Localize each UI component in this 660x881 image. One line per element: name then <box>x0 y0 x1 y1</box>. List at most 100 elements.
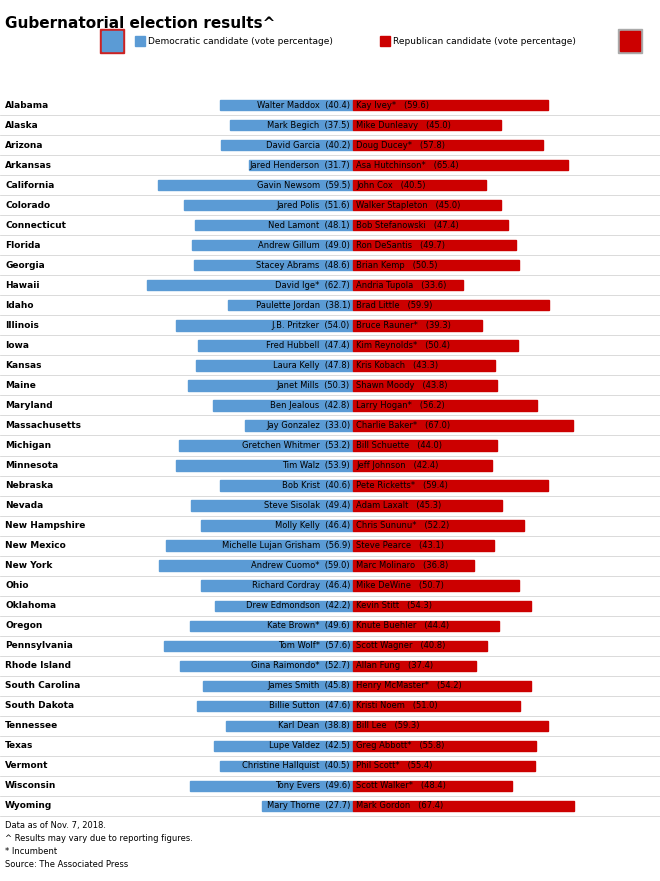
Bar <box>213 400 353 411</box>
Bar <box>353 460 492 470</box>
Text: * Incumbent: * Incumbent <box>5 847 57 856</box>
Text: Maryland: Maryland <box>5 401 53 410</box>
Bar <box>176 460 353 470</box>
Text: Adam Laxalt   (45.3): Adam Laxalt (45.3) <box>356 501 442 510</box>
Bar <box>214 601 353 611</box>
Text: Paulette Jordan  (38.1): Paulette Jordan (38.1) <box>255 300 350 310</box>
Text: Arizona: Arizona <box>5 141 44 150</box>
Bar <box>620 31 640 51</box>
Text: Janet Mills  (50.3): Janet Mills (50.3) <box>277 381 350 390</box>
Text: Mike DeWine   (50.7): Mike DeWine (50.7) <box>356 581 444 590</box>
Text: Kay Ivey*   (59.6): Kay Ivey* (59.6) <box>356 100 429 109</box>
Text: Phil Scott*   (55.4): Phil Scott* (55.4) <box>356 761 432 770</box>
Bar <box>228 300 353 310</box>
Bar <box>220 100 353 110</box>
Text: Doug Ducey*   (57.8): Doug Ducey* (57.8) <box>356 141 445 150</box>
Text: Tom Wolf*  (57.6): Tom Wolf* (57.6) <box>278 641 350 650</box>
Text: Henry McMaster*   (54.2): Henry McMaster* (54.2) <box>356 681 462 691</box>
Text: Michelle Lujan Grisham  (56.9): Michelle Lujan Grisham (56.9) <box>222 541 350 550</box>
Bar <box>353 400 537 411</box>
Text: New Mexico: New Mexico <box>5 541 66 550</box>
Bar <box>191 500 353 511</box>
Bar <box>353 200 500 211</box>
Bar <box>245 420 353 431</box>
Bar <box>190 620 353 631</box>
Bar <box>353 240 516 250</box>
Text: Alaska: Alaska <box>5 121 39 130</box>
Text: Nebraska: Nebraska <box>5 481 53 490</box>
Text: Knute Buehler   (44.4): Knute Buehler (44.4) <box>356 621 449 630</box>
Bar <box>353 620 499 631</box>
Text: Brad Little   (59.9): Brad Little (59.9) <box>356 300 432 310</box>
Bar <box>221 140 353 151</box>
Text: Minnesota: Minnesota <box>5 461 58 470</box>
Text: Alabama: Alabama <box>5 100 50 109</box>
Bar <box>195 220 353 231</box>
Text: Oklahoma: Oklahoma <box>5 601 56 611</box>
Bar <box>164 640 353 651</box>
Bar <box>193 260 353 270</box>
Bar <box>201 581 353 591</box>
Text: Gavin Newsom  (59.5): Gavin Newsom (59.5) <box>257 181 350 189</box>
Text: Democratic candidate (vote percentage): Democratic candidate (vote percentage) <box>148 36 333 46</box>
Bar <box>353 661 476 671</box>
Text: Data as of Nov. 7, 2018.: Data as of Nov. 7, 2018. <box>5 821 106 830</box>
Text: Massachusetts: Massachusetts <box>5 421 81 430</box>
Bar <box>353 500 502 511</box>
Text: Bruce Rauner*   (39.3): Bruce Rauner* (39.3) <box>356 321 451 329</box>
Text: Ron DeSantis   (49.7): Ron DeSantis (49.7) <box>356 241 445 249</box>
Bar <box>203 681 353 691</box>
Text: Kristi Noem   (51.0): Kristi Noem (51.0) <box>356 701 438 710</box>
Bar <box>353 140 543 151</box>
Bar <box>226 721 353 731</box>
Bar <box>353 640 487 651</box>
Text: Maine: Maine <box>5 381 36 390</box>
Text: New York: New York <box>5 561 52 570</box>
Bar <box>353 540 494 551</box>
Text: Jared Henderson  (31.7): Jared Henderson (31.7) <box>249 160 350 170</box>
Text: Allan Fung   (37.4): Allan Fung (37.4) <box>356 662 433 670</box>
Text: Kevin Stitt   (54.3): Kevin Stitt (54.3) <box>356 601 432 611</box>
Text: Georgia: Georgia <box>5 261 45 270</box>
Bar <box>353 801 574 811</box>
Text: Pennsylvania: Pennsylvania <box>5 641 73 650</box>
Text: Billie Sutton  (47.6): Billie Sutton (47.6) <box>269 701 350 710</box>
Bar <box>353 180 486 190</box>
Bar <box>353 420 573 431</box>
Text: Connecticut: Connecticut <box>5 220 66 230</box>
Text: Pete Ricketts*   (59.4): Pete Ricketts* (59.4) <box>356 481 448 490</box>
Bar <box>353 601 531 611</box>
Bar <box>353 260 519 270</box>
Bar <box>353 560 474 571</box>
Bar <box>353 480 548 491</box>
Bar <box>353 300 550 310</box>
Text: Andrew Cuomo*  (59.0): Andrew Cuomo* (59.0) <box>251 561 350 570</box>
Text: David Garcia  (40.2): David Garcia (40.2) <box>266 141 350 150</box>
Text: Asa Hutchinson*   (65.4): Asa Hutchinson* (65.4) <box>356 160 459 170</box>
Bar <box>183 200 353 211</box>
Bar <box>353 340 518 351</box>
Bar <box>135 36 145 46</box>
Text: Michigan: Michigan <box>5 441 51 450</box>
Bar <box>353 100 548 110</box>
Text: Mark Begich  (37.5): Mark Begich (37.5) <box>267 121 350 130</box>
Text: Karl Dean  (38.8): Karl Dean (38.8) <box>279 722 350 730</box>
Bar <box>192 240 353 250</box>
Bar <box>353 721 548 731</box>
Bar <box>230 120 353 130</box>
Text: Jeff Johnson   (42.4): Jeff Johnson (42.4) <box>356 461 438 470</box>
Bar <box>249 159 353 170</box>
Text: Idaho: Idaho <box>5 300 34 310</box>
Text: Tony Evers  (49.6): Tony Evers (49.6) <box>275 781 350 790</box>
Bar <box>158 180 353 190</box>
Text: Mark Gordon   (67.4): Mark Gordon (67.4) <box>356 802 444 811</box>
Bar <box>353 381 497 390</box>
Text: Wisconsin: Wisconsin <box>5 781 56 790</box>
Text: ^ Results may vary due to reporting figures.: ^ Results may vary due to reporting figu… <box>5 834 193 843</box>
Text: Larry Hogan*   (56.2): Larry Hogan* (56.2) <box>356 401 445 410</box>
Text: Chris Sununu*   (52.2): Chris Sununu* (52.2) <box>356 521 449 530</box>
Bar <box>160 560 353 571</box>
Text: New Hampshire: New Hampshire <box>5 521 85 530</box>
Text: Hawaii: Hawaii <box>5 281 40 290</box>
Text: David Ige*  (62.7): David Ige* (62.7) <box>275 281 350 290</box>
